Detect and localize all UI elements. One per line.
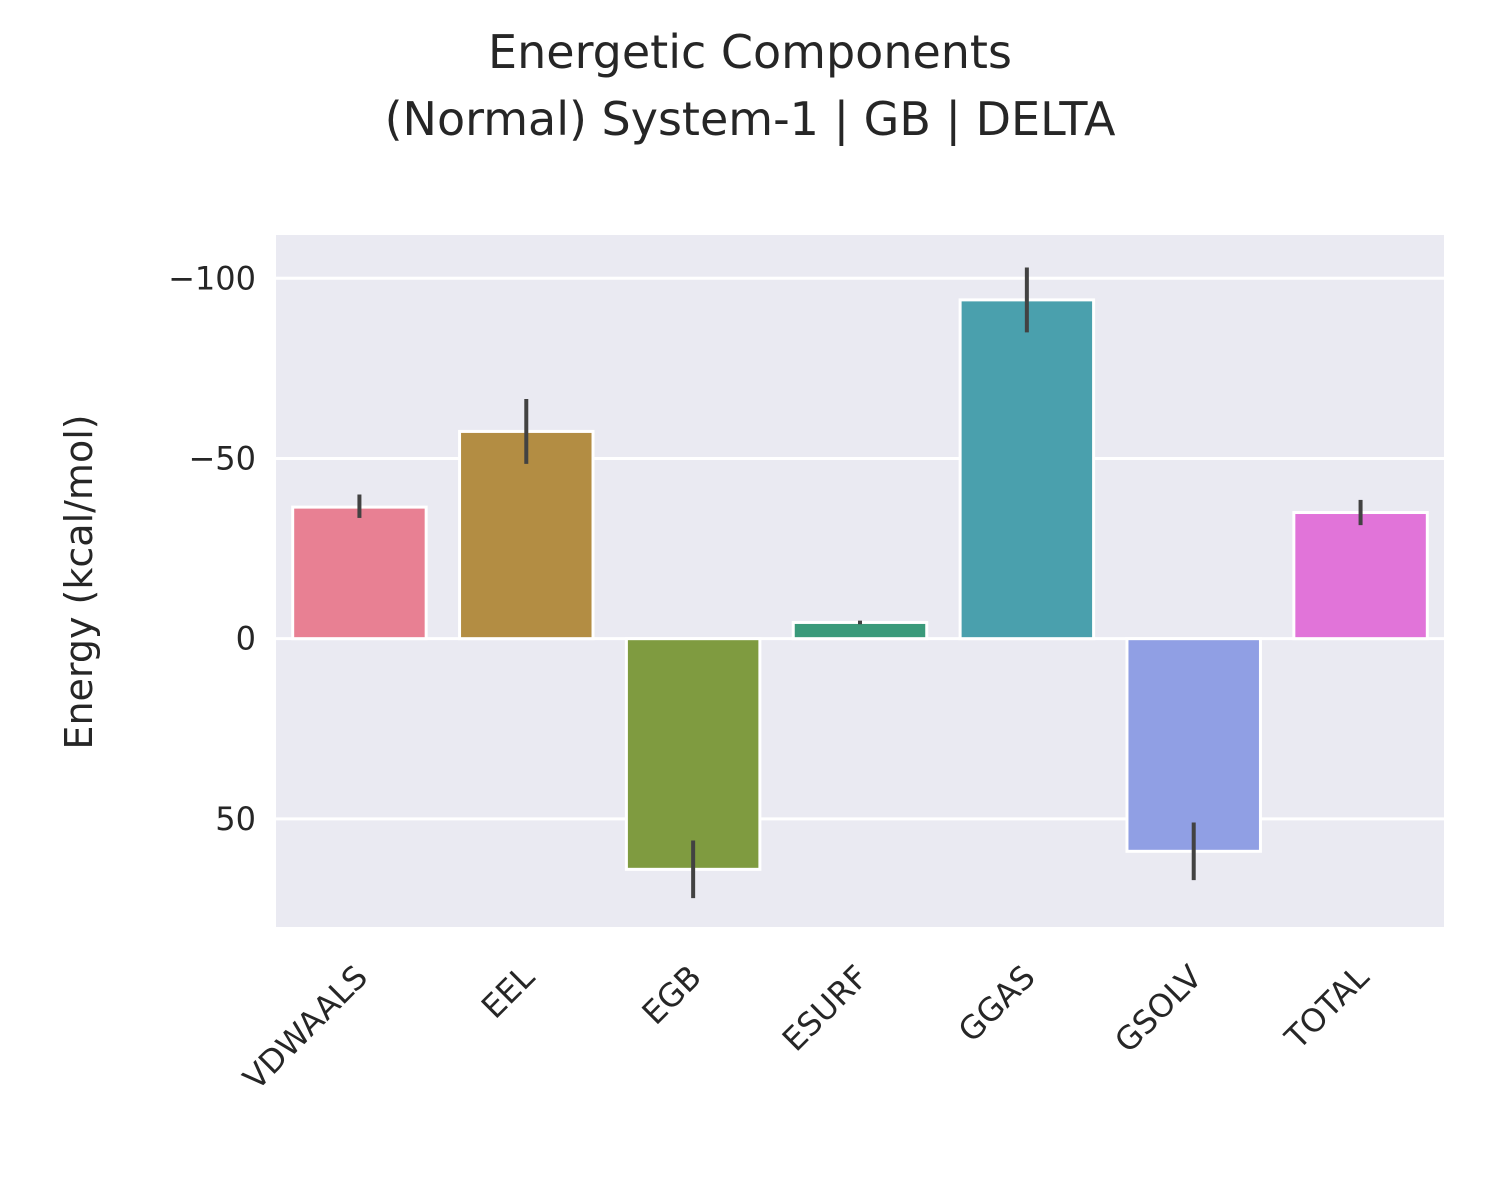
y-tick-label: −100 xyxy=(168,259,256,297)
x-tick-label: EEL xyxy=(474,958,542,1026)
x-tick-label: GSOLV xyxy=(1107,958,1209,1060)
chart-title-line-2: (Normal) System-1 | GB | DELTA xyxy=(385,92,1116,147)
error-bars xyxy=(357,267,1363,899)
bars xyxy=(291,298,1429,871)
x-tick-label: VDWAALS xyxy=(236,958,375,1097)
y-tick-labels: −100 −50 0 50 xyxy=(168,259,256,838)
bar-vdwaals xyxy=(291,505,428,641)
bar-eel xyxy=(458,429,595,641)
bar-gsolv xyxy=(1125,637,1262,853)
x-tick-label: TOTAL xyxy=(1277,958,1376,1057)
y-tick-label: 0 xyxy=(236,620,256,658)
y-tick-label: −50 xyxy=(188,439,256,477)
y-axis-label: Energy (kcal/mol) xyxy=(57,414,101,749)
plot-area xyxy=(276,235,1444,927)
y-tick-label: 50 xyxy=(215,800,256,838)
bar-ggas xyxy=(958,298,1096,641)
chart-title-line-1: Energetic Components xyxy=(488,25,1012,79)
bar-esurf xyxy=(791,620,929,641)
bar-egb xyxy=(624,637,762,871)
x-tick-labels: VDWAALS EEL EGB ESURF GGAS GSOLV TOTAL xyxy=(236,958,1377,1098)
x-tick-label: ESURF xyxy=(775,958,876,1059)
bar-total xyxy=(1292,511,1429,641)
x-tick-label: GGAS xyxy=(951,958,1043,1050)
x-tick-label: EGB xyxy=(635,958,709,1032)
